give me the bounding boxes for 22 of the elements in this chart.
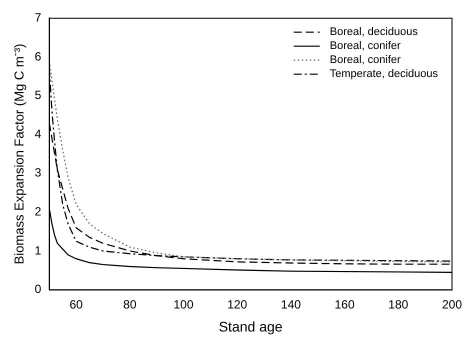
x-tick-label: 180 — [388, 297, 409, 312]
y-tick-label: 1 — [34, 243, 42, 258]
legend-label: Boreal, deciduous — [330, 26, 418, 38]
y-tick-label: 6 — [34, 49, 42, 64]
y-axis-title: Biomass Expansion Factor (Mg C m⁻³) — [11, 44, 26, 264]
y-tick-label: 4 — [34, 126, 42, 141]
legend-label: Temperate, deciduous — [330, 68, 438, 80]
x-tick-label: 200 — [442, 297, 462, 312]
legend-label: Boreal, conifer — [330, 54, 402, 66]
y-tick-label: 5 — [34, 88, 42, 102]
y-tick-label: 0 — [34, 282, 42, 296]
y-tick-label: 7 — [34, 10, 42, 25]
x-tick-label: 160 — [334, 297, 355, 312]
legend-label: Boreal, conifer — [330, 40, 402, 52]
x-tick-label: 100 — [174, 297, 194, 312]
x-tick-label: 140 — [280, 297, 302, 312]
x-tick-label: 60 — [69, 297, 84, 312]
x-tick-label: 120 — [227, 297, 248, 312]
y-tick-label: 3 — [34, 166, 42, 180]
y-tick-label: 2 — [34, 204, 42, 219]
x-tick-label: 80 — [123, 297, 137, 312]
x-axis-title: Stand age — [218, 318, 283, 334]
